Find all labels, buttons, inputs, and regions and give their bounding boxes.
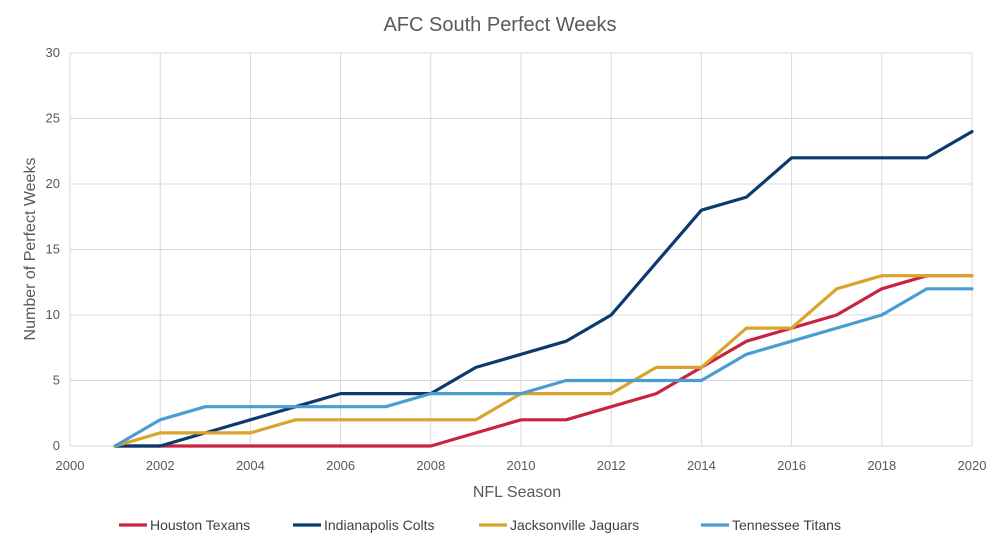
x-tick-label: 2020 <box>958 458 987 473</box>
series-line-tennessee-titans <box>113 287 974 448</box>
legend-label: Houston Texans <box>150 517 250 533</box>
x-tick-label: 2004 <box>236 458 265 473</box>
x-tick-label: 2018 <box>867 458 896 473</box>
x-axis-title: NFL Season <box>473 484 561 501</box>
legend-label: Indianapolis Colts <box>324 517 435 533</box>
x-tick-label: 2002 <box>146 458 175 473</box>
legend-label: Tennessee Titans <box>732 517 841 533</box>
x-tick-label: 2014 <box>687 458 716 473</box>
y-tick-label: 30 <box>46 45 60 60</box>
series-lines <box>113 130 974 448</box>
chart-title: AFC South Perfect Weeks <box>383 14 616 36</box>
legend-item: Indianapolis Colts <box>293 517 435 533</box>
legend-item: Tennessee Titans <box>701 517 841 533</box>
y-tick-label: 5 <box>53 373 60 388</box>
x-tick-label: 2016 <box>777 458 806 473</box>
x-tick-label: 2000 <box>56 458 85 473</box>
x-tick-label: 2008 <box>416 458 445 473</box>
legend: Houston Texans Indianapolis Colts Jacksonv… <box>119 517 841 533</box>
y-tick-label: 25 <box>46 111 60 126</box>
legend-label: Jacksonville Jaguars <box>510 517 639 533</box>
x-tick-label: 2006 <box>326 458 355 473</box>
x-tick-label: 2012 <box>597 458 626 473</box>
y-tick-label: 10 <box>46 307 60 322</box>
y-axis-title: Number of Perfect Weeks <box>22 158 39 341</box>
series-line-houston-texans <box>113 274 974 448</box>
axis-ticks: 0 5 10 15 20 25 30 2000 2002 2004 2006 2008 2010 2012… <box>46 45 987 473</box>
grid <box>69 52 973 447</box>
y-tick-label: 0 <box>53 438 60 453</box>
x-tick-label: 2010 <box>507 458 536 473</box>
y-tick-label: 20 <box>46 176 60 191</box>
series-line-jacksonville-jaguars <box>113 274 974 448</box>
legend-item: Jacksonville Jaguars <box>479 517 639 533</box>
y-tick-label: 15 <box>46 242 60 257</box>
series-line-indianapolis-colts <box>113 130 974 448</box>
legend-item: Houston Texans <box>119 517 250 533</box>
